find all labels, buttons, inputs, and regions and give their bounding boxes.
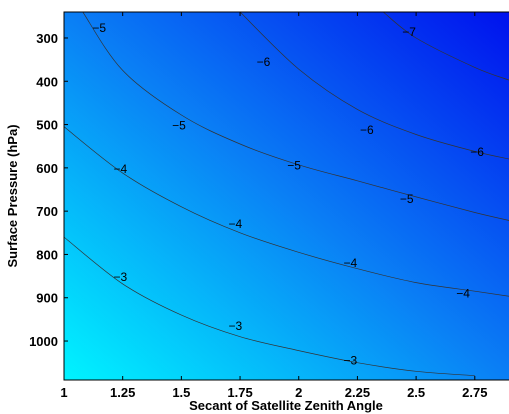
contour-label: −3: [344, 354, 358, 368]
plot-area: [64, 12, 509, 380]
x-tick-label: 2: [295, 385, 302, 400]
x-tick-label: 2.75: [462, 385, 487, 400]
contour-layer: [64, 12, 509, 377]
contour-label: −6: [470, 145, 484, 159]
contour-label: −6: [257, 55, 271, 69]
contour-line: [239, 12, 509, 160]
contour-label: −5: [400, 192, 414, 206]
contour-label: −5: [92, 21, 106, 35]
y-tick-label: 1000: [29, 334, 58, 349]
contour-line: [64, 236, 475, 377]
contour-label: −5: [172, 118, 186, 132]
contour-label: −4: [344, 256, 358, 270]
contour-line: [382, 12, 509, 81]
contour-label: −3: [113, 270, 127, 284]
contour-line: [82, 12, 509, 221]
y-tick-label: 700: [36, 204, 58, 219]
contour-label: −4: [113, 162, 127, 176]
y-axis: 300 400 500 600 700 800 900 1000: [29, 31, 68, 349]
x-axis-title: Secant of Satellite Zenith Angle: [189, 398, 383, 413]
x-tick-label: 2.25: [345, 385, 370, 400]
contour-label-layer: −3 −3 −3 −4 −4 −4 −4 −5 −5 −5 −5 −6 −6 −6 −7: [92, 21, 484, 367]
y-tick-label: 300: [36, 31, 58, 46]
contour-label: −5: [287, 159, 301, 173]
x-tick-label: 1: [60, 385, 67, 400]
x-tick-label: 2.5: [407, 385, 425, 400]
y-tick-label: 800: [36, 247, 58, 262]
y-tick-label: 400: [36, 74, 58, 89]
x-tick-label: 1.5: [172, 385, 190, 400]
contour-label: −4: [229, 217, 243, 231]
y-tick-label: 900: [36, 291, 58, 306]
contour-label: −6: [360, 123, 374, 137]
y-tick-label: 500: [36, 118, 58, 133]
contour-line: [64, 126, 509, 297]
contour-label: −3: [229, 319, 243, 333]
x-axis: 1 1.25 1.5 1.75 2 2.25 2.5 2.75: [60, 12, 487, 400]
x-tick-label: 1.75: [227, 385, 252, 400]
contour-label: −4: [456, 286, 470, 300]
contour-label: −7: [402, 25, 416, 39]
plot-frame: [63, 11, 509, 381]
y-tick-label: 600: [36, 161, 58, 176]
x-tick-label: 1.25: [110, 385, 135, 400]
y-axis-title: Surface Pressure (hPa): [5, 124, 20, 267]
